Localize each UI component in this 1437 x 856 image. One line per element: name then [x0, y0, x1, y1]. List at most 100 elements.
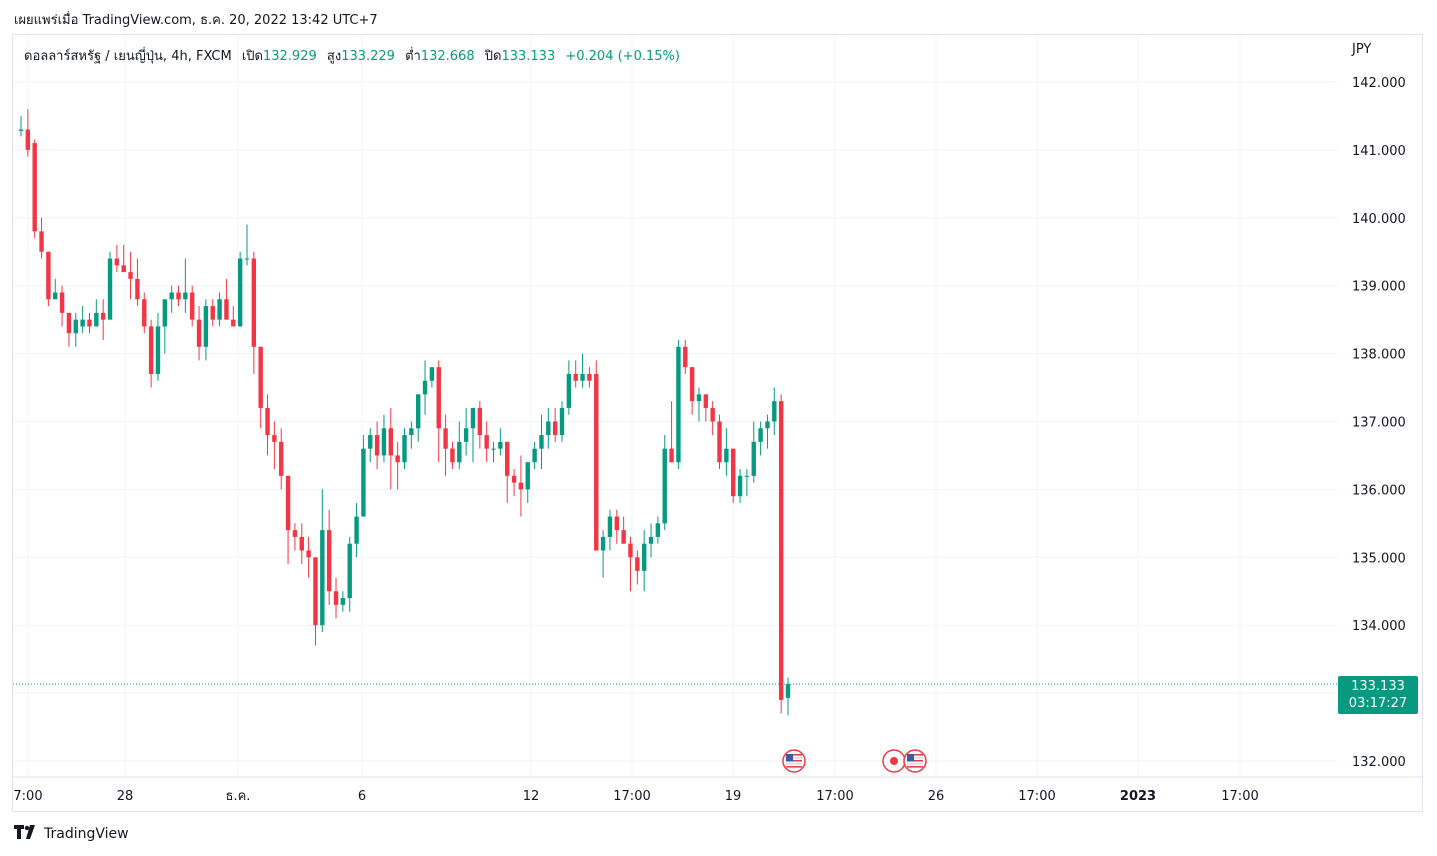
candle[interactable]: [347, 536, 352, 612]
candle[interactable]: [505, 441, 510, 503]
candle[interactable]: [751, 421, 756, 483]
candle[interactable]: [25, 109, 31, 157]
candle[interactable]: [731, 448, 736, 503]
candle[interactable]: [59, 285, 65, 327]
candle[interactable]: [258, 346, 263, 429]
candle[interactable]: [244, 224, 250, 266]
candle[interactable]: [32, 139, 37, 239]
candle[interactable]: [381, 414, 387, 463]
candle[interactable]: [683, 340, 688, 374]
candle[interactable]: [306, 536, 311, 578]
us-flag-icon[interactable]: [903, 749, 927, 773]
candle[interactable]: [183, 258, 188, 313]
us-flag-icon[interactable]: [782, 749, 806, 773]
candle[interactable]: [196, 306, 202, 361]
candle[interactable]: [477, 401, 483, 449]
candle[interactable]: [388, 407, 394, 490]
candle[interactable]: [785, 677, 791, 716]
candle[interactable]: [148, 319, 154, 388]
candle[interactable]: [135, 258, 140, 307]
candle[interactable]: [224, 278, 229, 320]
candle[interactable]: [710, 401, 715, 436]
candle[interactable]: [237, 251, 243, 327]
candle[interactable]: [587, 367, 592, 388]
candle[interactable]: [265, 394, 270, 456]
candle[interactable]: [573, 360, 578, 388]
candle[interactable]: [628, 536, 633, 592]
candle[interactable]: [121, 244, 126, 273]
candle[interactable]: [703, 394, 709, 422]
candle[interactable]: [607, 509, 613, 551]
candle[interactable]: [498, 428, 503, 456]
candle[interactable]: [737, 469, 743, 503]
candle[interactable]: [128, 251, 133, 300]
candle[interactable]: [18, 115, 24, 137]
candle[interactable]: [689, 367, 695, 415]
candle[interactable]: [169, 285, 174, 313]
candle[interactable]: [231, 306, 236, 327]
candle[interactable]: [155, 312, 161, 381]
candle[interactable]: [436, 360, 441, 463]
candle[interactable]: [546, 407, 551, 449]
candle[interactable]: [614, 509, 619, 544]
candle[interactable]: [621, 516, 626, 544]
candle[interactable]: [641, 530, 647, 592]
candle[interactable]: [285, 475, 291, 565]
candle[interactable]: [272, 421, 277, 470]
candle[interactable]: [53, 278, 58, 300]
candle[interactable]: [470, 407, 476, 463]
candle[interactable]: [326, 509, 332, 605]
candle[interactable]: [46, 251, 51, 307]
candle[interactable]: [415, 394, 421, 442]
candle[interactable]: [457, 421, 462, 470]
candle[interactable]: [292, 523, 298, 551]
candle[interactable]: [552, 407, 558, 442]
candle[interactable]: [566, 360, 572, 415]
candle[interactable]: [80, 306, 85, 334]
candle[interactable]: [176, 285, 181, 307]
candle[interactable]: [100, 299, 106, 341]
candle[interactable]: [210, 299, 215, 327]
candle[interactable]: [251, 251, 257, 374]
candle[interactable]: [333, 577, 339, 619]
candle[interactable]: [313, 557, 318, 646]
candle[interactable]: [402, 428, 407, 470]
event-dot-icon[interactable]: [882, 749, 906, 773]
candle[interactable]: [114, 244, 120, 273]
candle[interactable]: [299, 523, 304, 565]
candle[interactable]: [190, 285, 195, 327]
candle[interactable]: [772, 387, 777, 436]
candle[interactable]: [594, 360, 599, 551]
candle[interactable]: [724, 428, 729, 476]
candle[interactable]: [463, 407, 469, 456]
candle[interactable]: [511, 469, 517, 497]
candle[interactable]: [518, 455, 524, 517]
candle[interactable]: [696, 387, 702, 422]
candle[interactable]: [600, 530, 606, 578]
candle[interactable]: [320, 489, 325, 632]
candle[interactable]: [368, 428, 373, 463]
candle[interactable]: [580, 353, 585, 388]
candle[interactable]: [744, 469, 750, 497]
candle[interactable]: [655, 516, 661, 544]
candle[interactable]: [443, 414, 448, 476]
candle[interactable]: [491, 441, 496, 463]
candle[interactable]: [354, 502, 359, 558]
tradingview-brand[interactable]: TradingView: [14, 825, 129, 843]
candle[interactable]: [778, 394, 784, 714]
candle[interactable]: [73, 312, 78, 347]
candle[interactable]: [484, 421, 489, 463]
candle[interactable]: [669, 401, 674, 463]
candle[interactable]: [409, 421, 414, 449]
candle[interactable]: [94, 299, 99, 327]
candle[interactable]: [717, 414, 722, 470]
candle[interactable]: [525, 462, 530, 503]
candle[interactable]: [676, 340, 681, 470]
candle[interactable]: [142, 292, 147, 334]
candle[interactable]: [532, 441, 537, 470]
candle[interactable]: [559, 401, 565, 442]
candle[interactable]: [66, 312, 72, 347]
candle[interactable]: [395, 441, 400, 490]
candle[interactable]: [539, 414, 544, 470]
candle[interactable]: [765, 414, 770, 449]
